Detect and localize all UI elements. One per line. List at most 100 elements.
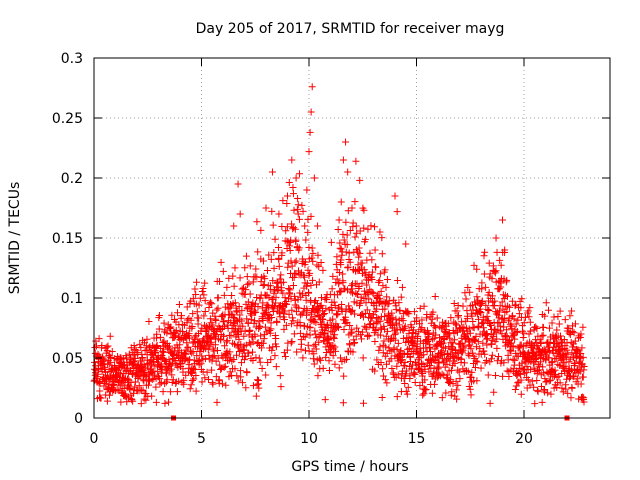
- data-point: [274, 244, 282, 252]
- data-point: [561, 316, 569, 324]
- data-point: [491, 325, 499, 333]
- data-point: [321, 396, 329, 404]
- data-point: [240, 346, 248, 354]
- data-point: [503, 276, 511, 284]
- data-point: [479, 339, 487, 347]
- data-point: [282, 321, 290, 329]
- data-point: [381, 376, 389, 384]
- data-point: [278, 249, 286, 257]
- data-point: [335, 269, 343, 277]
- data-point: [383, 293, 391, 301]
- data-point: [526, 381, 534, 389]
- data-point: [273, 318, 281, 326]
- data-point: [553, 383, 561, 391]
- data-point: [325, 339, 333, 347]
- data-point: [500, 359, 508, 367]
- data-point: [315, 278, 323, 286]
- data-point: [576, 353, 584, 361]
- data-point: [240, 332, 248, 340]
- y-tick-label: 0.15: [52, 231, 83, 247]
- data-point: [270, 264, 278, 272]
- data-point: [417, 359, 425, 367]
- data-point: [509, 312, 517, 320]
- data-point: [288, 220, 296, 228]
- data-point: [285, 179, 293, 187]
- data-point: [478, 279, 486, 287]
- data-point: [219, 318, 227, 326]
- data-point: [563, 375, 571, 383]
- data-point: [349, 219, 357, 227]
- data-point: [379, 372, 387, 380]
- data-point: [434, 365, 442, 373]
- data-point: [286, 286, 294, 294]
- data-point: [539, 369, 547, 377]
- y-axis-label: SRMTID / TECUs: [7, 182, 23, 295]
- y-tick-label: 0.3: [61, 51, 83, 67]
- data-point: [303, 186, 311, 194]
- data-point: [333, 253, 341, 261]
- data-point: [366, 249, 374, 257]
- data-point: [95, 335, 103, 343]
- data-point: [458, 339, 466, 347]
- data-point: [530, 383, 538, 391]
- data-point: [372, 263, 380, 271]
- data-point: [290, 206, 298, 214]
- data-point: [378, 250, 386, 258]
- data-point: [557, 332, 565, 340]
- data-point: [355, 253, 363, 261]
- data-point: [431, 292, 439, 300]
- data-point: [280, 325, 288, 333]
- data-point: [432, 324, 440, 332]
- data-point: [295, 244, 303, 252]
- data-point: [473, 358, 481, 366]
- data-point: [514, 316, 522, 324]
- data-point: [281, 294, 289, 302]
- data-point: [353, 229, 361, 237]
- data-point: [294, 210, 302, 218]
- data-point: [441, 327, 449, 335]
- data-point: [499, 372, 507, 380]
- data-point: [459, 302, 467, 310]
- data-point: [208, 379, 216, 387]
- data-point: [267, 325, 275, 333]
- data-point: [247, 316, 255, 324]
- data-point: [436, 372, 444, 380]
- data-point: [304, 215, 312, 223]
- data-point: [480, 319, 488, 327]
- data-point: [428, 315, 436, 323]
- data-point: [365, 332, 373, 340]
- data-point: [438, 394, 446, 402]
- data-point: [192, 387, 200, 395]
- data-point: [358, 335, 366, 343]
- data-point: [340, 372, 348, 380]
- data-point: [169, 350, 177, 358]
- data-point: [579, 373, 587, 381]
- data-point: [311, 298, 319, 306]
- data-point: [574, 346, 582, 354]
- data-point: [292, 257, 300, 265]
- data-point: [368, 276, 376, 284]
- data-point: [316, 302, 324, 310]
- data-point: [494, 353, 502, 361]
- data-point: [403, 309, 411, 317]
- data-point: [377, 287, 385, 295]
- data-point: [287, 339, 295, 347]
- data-point: [344, 286, 352, 294]
- data-point: [208, 300, 216, 308]
- data-point: [393, 208, 401, 216]
- data-point: [453, 307, 461, 315]
- data-point: [276, 372, 284, 380]
- data-point: [406, 372, 414, 380]
- data-point: [466, 385, 474, 393]
- data-point: [343, 231, 351, 239]
- data-point: [189, 310, 197, 318]
- data-point: [238, 285, 246, 293]
- data-point: [341, 356, 349, 364]
- data-point: [529, 359, 537, 367]
- data-point: [447, 375, 455, 383]
- data-point: [453, 350, 461, 358]
- data-point: [486, 358, 494, 366]
- data-point: [267, 319, 275, 327]
- data-point: [465, 352, 473, 360]
- data-point: [306, 331, 314, 339]
